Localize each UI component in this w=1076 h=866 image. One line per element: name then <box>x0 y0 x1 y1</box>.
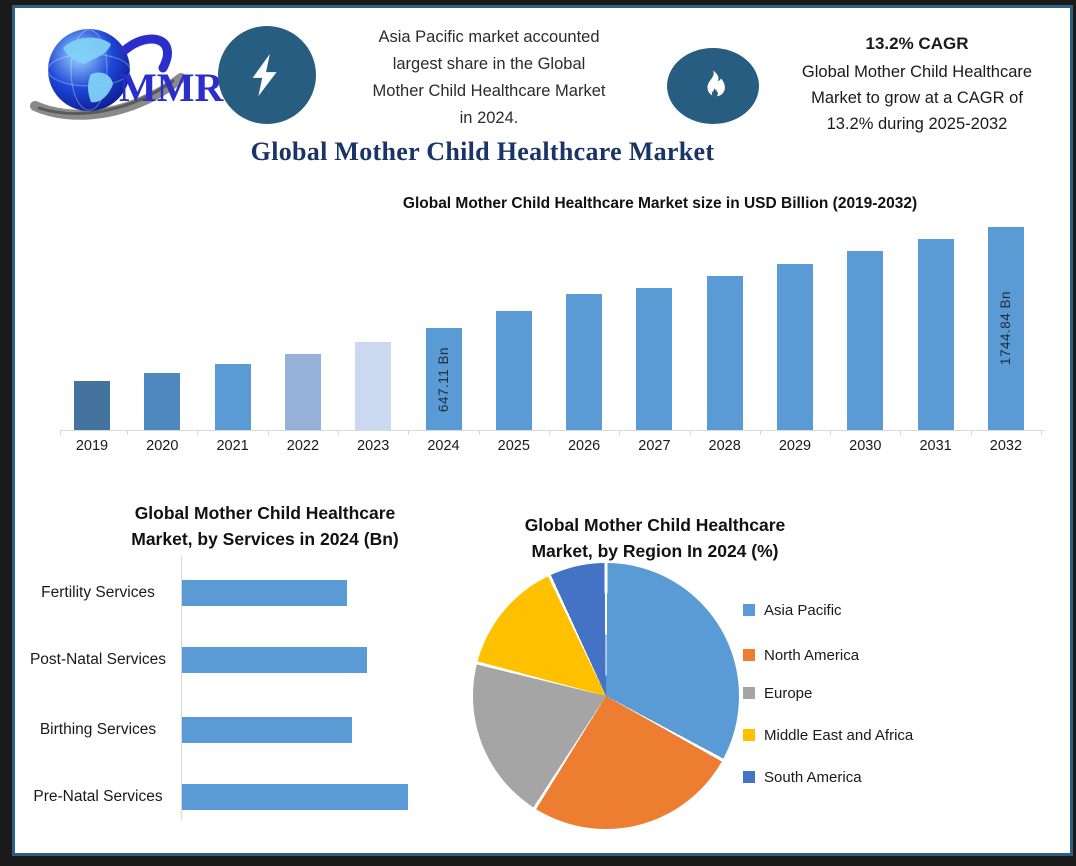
bar-2026 <box>566 294 603 430</box>
x-axis-label-2031: 2031 <box>919 438 952 454</box>
market-size-chart: 2019 2020 2021 2022 2023 647.11 Bn 2024 2025 202… <box>60 220 1045 454</box>
service-label: Pre-Natal Services <box>33 788 163 805</box>
bar-2029 <box>777 263 813 430</box>
bar-2019 <box>74 381 110 430</box>
asia-pacific-highlight: Asia Pacific market accounted largest sh… <box>372 28 606 127</box>
x-axis-label-2032: 2032 <box>989 438 1023 454</box>
x-axis-tick <box>759 430 761 435</box>
logo-text: MMR <box>119 65 225 110</box>
mmr-logo: MMR <box>29 18 229 126</box>
cagr-heading: 13.2% CAGR <box>865 34 969 53</box>
globe-icon: MMR <box>30 29 225 120</box>
bar-2027 <box>636 287 673 430</box>
bar-value-label: 647.11 Bn <box>436 346 451 412</box>
legend-swatch-icon <box>743 649 755 661</box>
legend-item: North America <box>743 645 859 665</box>
x-axis-label-2030: 2030 <box>849 438 882 454</box>
x-axis-label-2027: 2027 <box>638 438 671 454</box>
cagr-block: 13.2% CAGR Global Mother Child Healthcar… <box>759 34 1075 137</box>
x-axis-tick <box>830 430 832 435</box>
service-bar <box>182 784 408 810</box>
bar-2023 <box>355 341 392 430</box>
service-label: Fertility Services <box>41 584 155 601</box>
x-axis-tick <box>548 430 550 435</box>
bar-2031 <box>917 238 954 430</box>
x-axis-label-2025: 2025 <box>497 438 530 454</box>
x-axis-tick <box>619 430 621 435</box>
x-axis-tick <box>338 430 340 435</box>
x-axis-label-2022: 2022 <box>286 438 320 454</box>
x-axis-tick <box>689 430 691 435</box>
service-label: Post-Natal Services <box>29 651 167 668</box>
cagr-note: Global Mother Child Healthcare Market to… <box>801 63 1033 133</box>
service-label: Birthing Services <box>39 721 157 738</box>
bar-2028 <box>706 275 743 430</box>
legend-item: Middle East and Africa <box>743 725 913 745</box>
legend-label: Europe <box>764 684 813 702</box>
x-axis-tick <box>408 430 410 435</box>
x-axis-label-2021: 2021 <box>216 438 249 454</box>
x-axis-label-2026: 2026 <box>567 438 601 454</box>
legend-item: Europe <box>743 683 812 703</box>
x-axis-tick <box>1041 430 1043 435</box>
bar-2020 <box>144 372 181 430</box>
service-bar <box>182 647 367 673</box>
legend-swatch-icon <box>743 604 755 616</box>
flame-icon <box>667 48 759 124</box>
infographic-frame: MMR Asia Pacific market accounted larges… <box>12 5 1073 856</box>
x-axis-label-2024: 2024 <box>427 438 460 454</box>
legend-item: South America <box>743 767 862 787</box>
x-axis-label-2019: 2019 <box>75 438 109 454</box>
x-axis-tick <box>60 430 61 435</box>
x-axis-label-2028: 2028 <box>708 438 741 454</box>
x-axis-label-2029: 2029 <box>778 438 812 454</box>
market-size-chart-title: Global Mother Child Healthcare Market si… <box>402 195 918 212</box>
region-pie <box>473 563 739 829</box>
lightning-icon <box>218 26 316 124</box>
bar-2021 <box>214 363 251 430</box>
x-axis-tick <box>900 430 902 435</box>
legend-label: South America <box>764 768 862 786</box>
x-axis-tick <box>197 430 199 435</box>
legend-swatch-icon <box>743 771 755 783</box>
legend-label: Middle East and Africa <box>764 726 914 744</box>
x-axis-tick <box>970 430 972 435</box>
legend-label: Asia Pacific <box>764 601 842 619</box>
page-title: Global Mother Child Healthcare Market <box>250 137 715 166</box>
x-axis-label-2023: 2023 <box>357 438 390 454</box>
x-axis-tick <box>478 430 480 435</box>
services-chart-axis <box>181 556 182 820</box>
legend-item: Asia Pacific <box>743 600 842 620</box>
region-chart-title: Global Mother Child Healthcare Market, b… <box>524 515 786 561</box>
service-bar <box>182 717 352 743</box>
services-chart-title: Global Mother Child Healthcare Market, b… <box>131 503 399 549</box>
bar-2032: 1744.84 Bn <box>987 227 1024 430</box>
x-axis-label-2020: 2020 <box>146 438 179 454</box>
x-axis-tick <box>127 430 129 435</box>
legend-swatch-icon <box>743 729 755 741</box>
bar-2024: 647.11 Bn <box>425 328 462 430</box>
bar-2022 <box>284 353 321 430</box>
x-axis-tick <box>267 430 269 435</box>
bar-2030 <box>847 250 884 430</box>
legend-label: North America <box>764 646 860 664</box>
bar-value-label: 1744.84 Bn <box>998 291 1014 366</box>
bar-2025 <box>495 311 532 430</box>
service-bar <box>182 580 347 606</box>
legend-swatch-icon <box>743 687 755 699</box>
